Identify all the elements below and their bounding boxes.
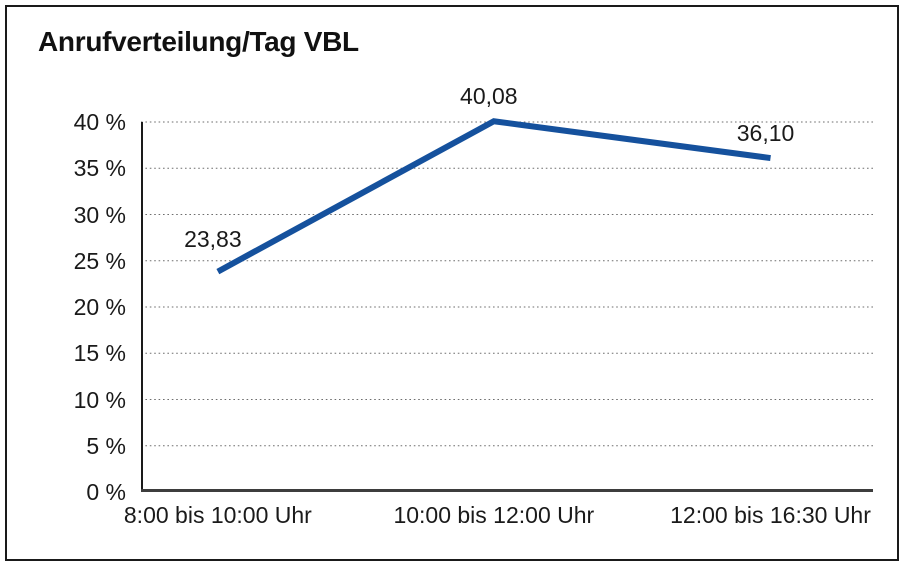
y-tick-label-0: 0 % (86, 479, 126, 505)
line-chart-canvas (141, 118, 873, 492)
x-category-label-2: 12:00 bis 16:30 Uhr (670, 502, 871, 528)
y-tick-label-40: 40 % (73, 109, 126, 135)
y-tick-label-5: 5 % (86, 432, 126, 459)
y-tick-label-10: 10 % (73, 386, 126, 413)
chart-title: Anrufverteilung/Tag VBL (38, 26, 359, 57)
y-tick-label-20: 20 % (73, 294, 126, 320)
y-tick-label-30: 30 % (73, 201, 126, 228)
point-value-label-1: 40,08 (460, 83, 518, 110)
x-axis-category-labels: 8:00 bis 10:00 Uhr 10:00 bis 12:00 Uhr 12:… (124, 501, 873, 531)
y-tick-label-25: 25 % (73, 247, 126, 274)
y-axis-tick-labels: 0 % 5 % 10 % 15 % 20 % 25 % 30 % 35 % 40 % (30, 109, 126, 505)
y-tick-label-35: 35 % (73, 155, 126, 182)
series-line (216, 118, 771, 275)
x-category-label-0: 8:00 bis 10:00 Uhr (123, 502, 312, 528)
plot-area (141, 118, 873, 492)
x-category-label-1: 10:00 bis 12:00 Uhr (393, 502, 595, 528)
y-tick-label-15: 15 % (73, 340, 126, 367)
